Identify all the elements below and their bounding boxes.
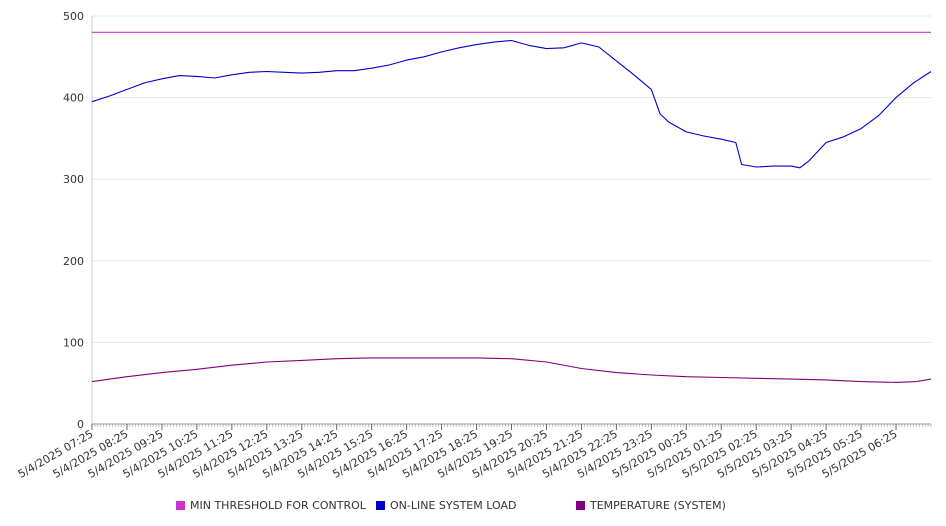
- y-tick-label: 300: [63, 173, 84, 186]
- y-tick-label: 200: [63, 255, 84, 268]
- series-line-on-line-system-load: [91, 39, 932, 169]
- legend-swatch: [576, 501, 585, 510]
- y-tick-label: 500: [63, 10, 84, 23]
- x-tick-labels: 5/4/2025 07:255/4/2025 08:255/4/2025 09:…: [16, 424, 900, 481]
- legend-swatch: [176, 501, 185, 510]
- legend-label: ON-LINE SYSTEM LOAD: [390, 499, 516, 512]
- y-tick-label: 100: [63, 336, 84, 349]
- legend: MIN THRESHOLD FOR CONTROL ON-LINE SYSTEM …: [176, 499, 726, 512]
- y-tick-labels: 0 100 200 300 400 500: [63, 10, 84, 431]
- y-tick-label: 0: [77, 418, 84, 431]
- legend-label: TEMPERATURE (SYSTEM): [589, 499, 726, 512]
- grid-lines: [92, 15, 931, 343]
- legend-label: MIN THRESHOLD FOR CONTROL: [190, 499, 367, 512]
- y-tick-label: 400: [63, 92, 84, 105]
- series-line-temperature-system: [91, 357, 932, 383]
- legend-swatch: [376, 501, 385, 510]
- x-minor-ticks: [91, 424, 932, 427]
- series-lines: [91, 31, 932, 383]
